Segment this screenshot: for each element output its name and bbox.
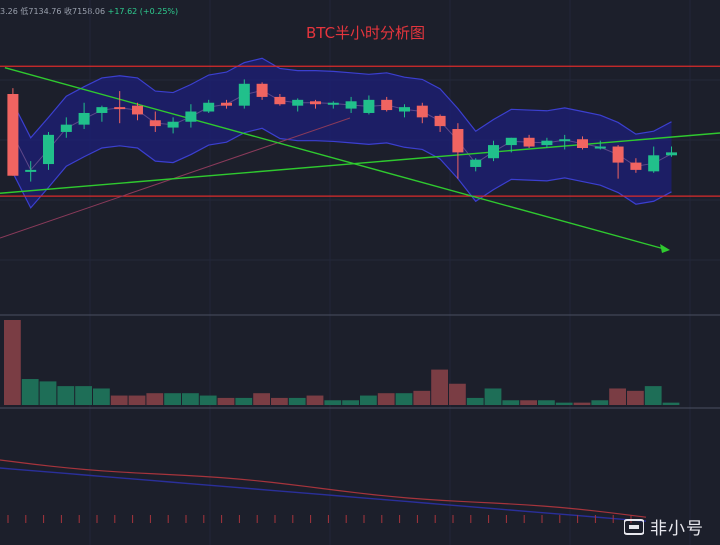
volume-bar	[644, 386, 662, 405]
candle-body	[577, 139, 588, 148]
candle-body	[648, 155, 660, 172]
candle-body	[114, 107, 126, 110]
volume-bar	[93, 388, 110, 405]
candle-body	[363, 99, 375, 113]
volume-bar	[555, 402, 573, 405]
volume-bar	[609, 388, 626, 405]
band-lower-line	[12, 127, 672, 209]
ohlc-readout: 3.26 低7134.76 收7158.06 +17.62 (+0.25%)	[0, 7, 179, 16]
candle-body	[523, 137, 535, 147]
volume-bar	[324, 400, 342, 405]
indicator-line	[0, 467, 647, 522]
volume-bar	[449, 383, 466, 405]
volume-bar	[413, 390, 431, 405]
volume-bar	[538, 400, 555, 405]
candle-body	[221, 102, 232, 106]
volume-bar	[627, 390, 644, 405]
candle-body	[416, 105, 428, 118]
candle-body	[310, 101, 321, 105]
candle-body	[274, 96, 286, 105]
volume-bar	[466, 397, 484, 405]
candle-body	[96, 107, 108, 113]
candle-body	[149, 120, 161, 127]
candle-body	[434, 115, 446, 127]
trendline-arrowhead	[660, 244, 670, 253]
volume-bar	[57, 386, 75, 405]
watermark: 非小号	[624, 514, 704, 539]
candle-body	[132, 105, 143, 115]
watermark-logo-icon	[624, 518, 644, 535]
candle-body	[559, 139, 571, 142]
candle-body	[185, 111, 197, 122]
candle-body	[25, 169, 37, 172]
candle-body	[203, 102, 215, 112]
volume-bar	[591, 400, 609, 405]
volume-bar	[573, 402, 591, 405]
volume-bar	[110, 395, 128, 405]
volume-bar	[182, 393, 199, 405]
chart-title: BTC半小时分析图	[306, 24, 426, 42]
candle-body	[505, 137, 517, 146]
volume-bar	[360, 395, 377, 405]
candle-body	[612, 146, 624, 163]
candle-body	[60, 124, 72, 132]
candle-body	[594, 146, 606, 149]
candle-body	[292, 99, 304, 106]
volume-bar	[75, 386, 92, 405]
candle-body	[327, 102, 339, 105]
volume-bar	[377, 393, 395, 405]
volume-bar	[128, 395, 146, 405]
candle-body	[238, 83, 250, 106]
candle-body	[167, 121, 179, 128]
candle-body	[470, 159, 482, 167]
candle-body	[541, 140, 553, 146]
volume-bar	[431, 369, 448, 405]
volume-bar	[484, 388, 502, 405]
volume-bar	[146, 393, 164, 405]
volume-bar	[199, 395, 217, 405]
volume-bar	[253, 393, 270, 405]
volume-bar	[306, 395, 324, 405]
volume-bar	[235, 397, 253, 405]
volume-bar	[39, 381, 57, 405]
candle-body	[43, 134, 54, 165]
volume-bar	[342, 400, 359, 405]
volume-bar	[395, 393, 413, 405]
volume-bar	[4, 320, 21, 405]
watermark-text: 非小号	[650, 519, 704, 539]
volume-bar	[217, 397, 235, 405]
volume-bar	[164, 393, 181, 405]
volume-bar	[662, 402, 680, 405]
volume-bar	[502, 400, 520, 405]
candle-body	[256, 83, 268, 97]
candle-body	[630, 162, 642, 170]
indicator-line	[0, 459, 647, 518]
band-area	[12, 58, 672, 208]
candle-body	[452, 129, 464, 153]
candle-body	[666, 152, 677, 156]
candle-body	[345, 101, 357, 109]
band-upper-line	[12, 57, 672, 139]
volume-bar	[271, 397, 288, 405]
candle-body	[399, 107, 410, 112]
candle-body	[7, 94, 19, 176]
volume-bar	[21, 379, 39, 405]
candle-body	[381, 99, 393, 111]
candle-body	[78, 112, 90, 125]
volume-bar	[520, 400, 537, 405]
descending-trendline	[4, 67, 669, 251]
volume-bar	[288, 397, 306, 405]
candle-body	[488, 145, 499, 159]
